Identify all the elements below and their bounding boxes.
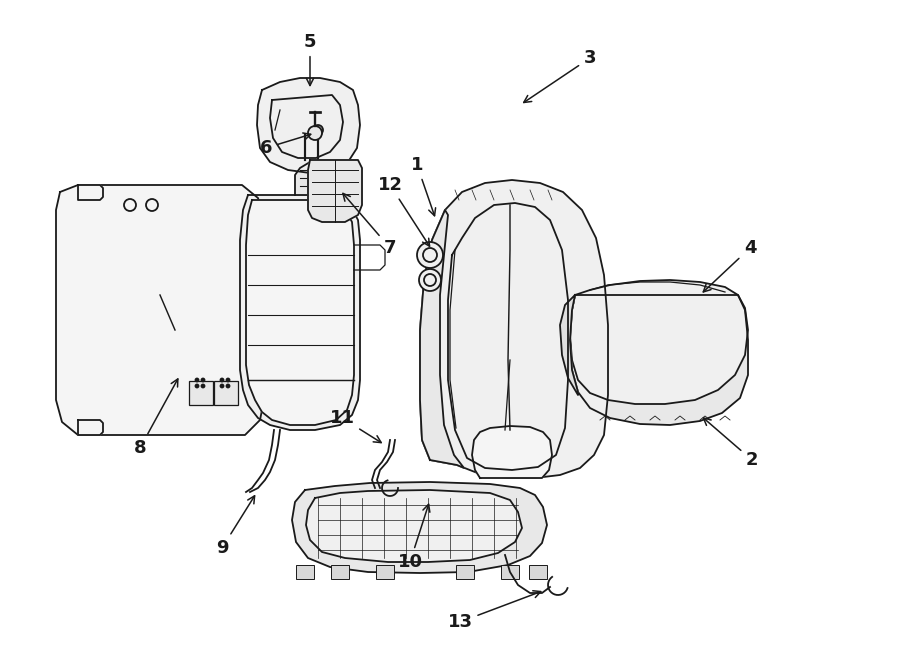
Polygon shape	[78, 185, 103, 200]
Polygon shape	[306, 490, 522, 562]
Text: 2: 2	[704, 418, 758, 469]
FancyBboxPatch shape	[529, 565, 547, 579]
Circle shape	[195, 385, 199, 387]
FancyBboxPatch shape	[189, 381, 213, 405]
FancyBboxPatch shape	[296, 565, 314, 579]
Polygon shape	[570, 295, 748, 425]
Text: 3: 3	[524, 49, 596, 102]
Polygon shape	[570, 280, 748, 404]
FancyBboxPatch shape	[214, 381, 238, 405]
Circle shape	[313, 125, 323, 135]
Text: 8: 8	[134, 379, 178, 457]
Text: 7: 7	[343, 194, 396, 257]
Text: 1: 1	[410, 156, 436, 215]
Polygon shape	[295, 162, 340, 195]
Text: 9: 9	[216, 496, 255, 557]
Text: 11: 11	[329, 409, 382, 443]
Polygon shape	[420, 210, 464, 468]
Polygon shape	[292, 482, 547, 573]
Polygon shape	[78, 420, 103, 435]
Circle shape	[220, 379, 223, 381]
Circle shape	[195, 379, 199, 381]
Polygon shape	[420, 180, 608, 478]
Polygon shape	[308, 160, 362, 222]
Text: 13: 13	[447, 591, 541, 631]
Polygon shape	[240, 195, 360, 430]
Circle shape	[308, 126, 322, 140]
FancyBboxPatch shape	[331, 565, 349, 579]
Circle shape	[419, 269, 441, 291]
FancyBboxPatch shape	[376, 565, 394, 579]
Circle shape	[220, 385, 223, 387]
Polygon shape	[257, 78, 360, 173]
Polygon shape	[246, 200, 354, 425]
FancyBboxPatch shape	[456, 565, 474, 579]
Text: 6: 6	[260, 133, 310, 157]
Polygon shape	[56, 185, 263, 435]
Polygon shape	[560, 295, 578, 395]
Circle shape	[202, 385, 204, 387]
Text: 10: 10	[398, 504, 430, 571]
Circle shape	[417, 242, 443, 268]
Circle shape	[202, 379, 204, 381]
Text: 5: 5	[304, 33, 316, 85]
FancyBboxPatch shape	[501, 565, 519, 579]
Text: 12: 12	[377, 176, 429, 247]
Text: 4: 4	[703, 239, 756, 292]
Circle shape	[227, 379, 230, 381]
Circle shape	[227, 385, 230, 387]
Polygon shape	[472, 426, 552, 478]
